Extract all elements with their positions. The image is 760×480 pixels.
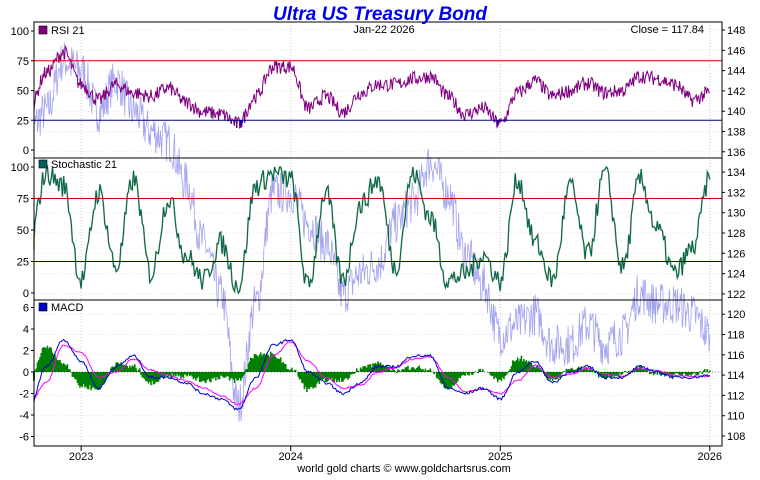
panel-frames (33, 21, 723, 447)
x-axis-tick-label: 2025 (488, 451, 512, 463)
left-axis-tick-label: -6 (19, 432, 29, 444)
price-axis-tick-label: 136 (727, 147, 745, 159)
price-axis-tick-label: 134 (727, 167, 745, 179)
left-axis-tick-label: 0 (23, 288, 29, 300)
price-axis-tick-label: 120 (727, 309, 745, 321)
left-axis-tick-label: 100 (11, 162, 29, 174)
left-axis-tick-label: 50 (17, 86, 29, 98)
left-axis-tick-label: 25 (17, 115, 29, 127)
panel-legend-label: Stochastic 21 (51, 159, 117, 171)
price-axis-tick-label: 142 (727, 86, 745, 98)
panel-legend-label: MACD (51, 302, 83, 314)
macd-line (33, 338, 711, 411)
panel-legend-label: RSI 21 (51, 25, 85, 37)
price-axis-tick-label: 146 (727, 45, 745, 57)
panel-legend-swatch (38, 302, 48, 312)
price-series (33, 42, 711, 422)
date-label: Jan-22 2026 (353, 24, 414, 36)
left-axis-tick-label: 25 (17, 257, 29, 269)
price-axis-tick-label: 124 (727, 269, 745, 281)
stochastic-line (33, 165, 711, 295)
panel-legend-swatch (38, 25, 48, 35)
indicator-panels (33, 44, 722, 411)
plot-frame (33, 21, 723, 447)
x-axis-tick-label: 2024 (278, 451, 302, 463)
price-axis-tick-label: 130 (727, 208, 745, 220)
price-axis-tick-label: 112 (727, 390, 745, 402)
x-axis-tick-label: 2026 (698, 451, 722, 463)
price-axis-tick-label: 128 (727, 228, 745, 240)
left-axis-tick-label: -2 (19, 389, 29, 401)
price-axis-tick-label: 138 (727, 127, 745, 139)
price-axis-tick-label: 114 (727, 370, 745, 382)
price-axis-tick-label: 116 (727, 350, 745, 362)
price-axis-tick-label: 110 (727, 411, 745, 423)
left-axis-tick-label: 75 (17, 56, 29, 68)
footer-credit: world gold charts © www.goldchartsrus.co… (296, 463, 511, 475)
rsi-line (33, 44, 711, 130)
chart-title: Ultra US Treasury Bond (273, 4, 487, 25)
left-axis-tick-label: 50 (17, 225, 29, 237)
x-axis-tick-label: 2023 (69, 451, 93, 463)
price-axis-tick-label: 140 (727, 106, 745, 118)
price-axis-tick-label: 144 (727, 66, 745, 78)
left-axis-tick-label: -4 (19, 410, 29, 422)
price-axis-tick-label: 126 (727, 248, 745, 260)
price-axis-tick-label: 132 (727, 187, 745, 199)
left-axis-tick-label: 100 (11, 26, 29, 38)
left-axis-tick-label: 2 (23, 346, 29, 358)
close-label: Close = 117.84 (631, 24, 705, 36)
left-axis-tick-label: 75 (17, 194, 29, 206)
left-axis-tick-label: 0 (23, 367, 29, 379)
panel-legend-swatch (38, 159, 48, 169)
price-axis-tick-label: 148 (727, 25, 745, 37)
price-line (33, 42, 711, 422)
price-axis-tick-label: 108 (727, 431, 745, 443)
axes: 100 75 50 25 0 RSI 21 100 75 50 25 0 Stochastic 21 6… (11, 25, 746, 463)
price-axis-tick-label: 122 (727, 289, 745, 301)
left-axis-tick-label: 4 (23, 324, 29, 336)
left-axis-tick-label: 6 (23, 303, 29, 315)
price-axis-tick-label: 118 (727, 330, 745, 342)
left-axis-tick-label: 0 (23, 145, 29, 157)
